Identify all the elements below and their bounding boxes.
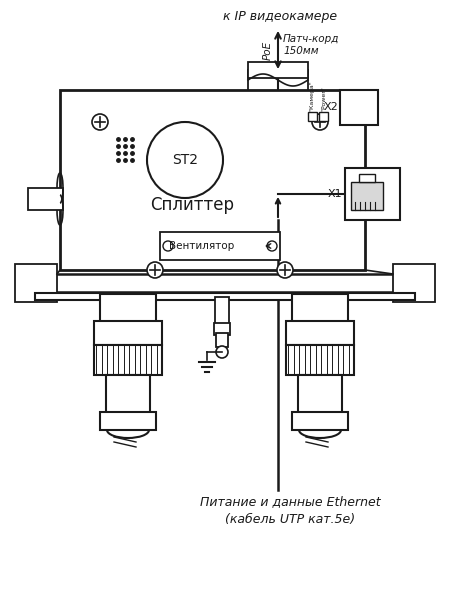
- Bar: [345, 168, 400, 220]
- Bar: [215, 297, 229, 325]
- Text: "Power": "Power": [321, 86, 327, 111]
- Text: X1: X1: [328, 189, 342, 199]
- Bar: [35, 274, 415, 292]
- Bar: [15, 264, 57, 302]
- Bar: [106, 375, 150, 415]
- Circle shape: [147, 262, 163, 278]
- Bar: [298, 375, 342, 415]
- Bar: [308, 112, 317, 121]
- Bar: [286, 345, 354, 375]
- Text: ST3: ST3: [36, 194, 55, 204]
- Bar: [292, 412, 348, 430]
- Bar: [100, 412, 156, 430]
- Bar: [351, 182, 383, 210]
- Bar: [216, 333, 228, 347]
- Bar: [28, 188, 63, 210]
- Bar: [292, 294, 348, 322]
- Bar: [393, 264, 435, 302]
- Circle shape: [147, 122, 223, 198]
- Bar: [60, 90, 365, 270]
- Circle shape: [216, 346, 228, 358]
- Bar: [214, 323, 230, 335]
- Bar: [160, 232, 280, 260]
- Circle shape: [312, 114, 328, 130]
- Text: "Камера": "Камера": [310, 80, 315, 111]
- Circle shape: [92, 114, 108, 130]
- Text: Вентилятор: Вентилятор: [169, 241, 234, 251]
- Text: Сплиттер: Сплиттер: [150, 196, 234, 214]
- Circle shape: [163, 241, 173, 251]
- Text: X2: X2: [323, 103, 338, 113]
- Bar: [319, 112, 328, 121]
- Bar: [94, 345, 162, 375]
- Bar: [35, 293, 415, 300]
- Circle shape: [277, 262, 293, 278]
- Bar: [340, 90, 378, 125]
- Bar: [286, 321, 354, 345]
- Text: к IP видеокамере: к IP видеокамере: [223, 10, 337, 23]
- Text: (кабель UTP кат.5е): (кабель UTP кат.5е): [225, 514, 355, 527]
- Circle shape: [267, 241, 277, 251]
- Text: Патч-корд
150мм: Патч-корд 150мм: [283, 34, 339, 56]
- Bar: [100, 294, 156, 322]
- Text: PoE: PoE: [263, 40, 273, 59]
- Bar: [248, 62, 308, 78]
- Polygon shape: [359, 174, 375, 182]
- Text: Питание и данные Ethernet: Питание и данные Ethernet: [200, 496, 380, 509]
- Bar: [94, 321, 162, 345]
- Text: ST2: ST2: [172, 153, 198, 167]
